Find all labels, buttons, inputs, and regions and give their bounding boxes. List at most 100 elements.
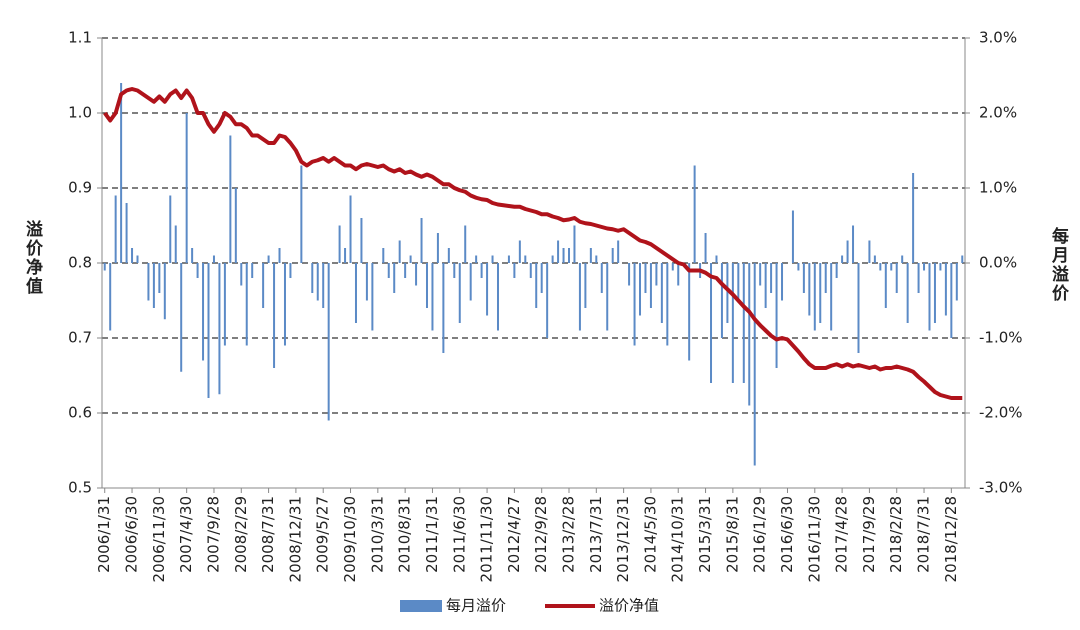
bar bbox=[387, 263, 390, 278]
bar bbox=[655, 263, 658, 286]
x-tick-label: 2016/1/29 bbox=[751, 496, 769, 573]
bar bbox=[546, 263, 549, 338]
bar bbox=[852, 225, 855, 263]
bar bbox=[278, 248, 281, 263]
bar bbox=[486, 263, 489, 316]
bar bbox=[873, 255, 876, 263]
x-tick-label: 2014/5/30 bbox=[641, 496, 659, 573]
bar bbox=[846, 240, 849, 263]
bar bbox=[524, 255, 527, 263]
bar bbox=[868, 240, 871, 263]
bar bbox=[748, 263, 751, 406]
bar bbox=[901, 255, 904, 263]
y-tick-label: 0.6 bbox=[68, 404, 92, 422]
bar bbox=[185, 113, 188, 263]
bar bbox=[928, 263, 931, 331]
bar bbox=[207, 263, 210, 398]
bar bbox=[830, 263, 833, 331]
bar bbox=[420, 218, 423, 263]
bar bbox=[731, 263, 734, 383]
bar bbox=[180, 263, 183, 372]
y-tick-label: 1.0 bbox=[68, 104, 92, 122]
x-tick-label: 2007/4/30 bbox=[177, 496, 195, 573]
bar bbox=[360, 218, 363, 263]
x-tick-label: 2006/1/31 bbox=[95, 496, 113, 573]
bar bbox=[513, 263, 516, 278]
y-tick-label: 0.5 bbox=[68, 479, 92, 497]
bar bbox=[114, 195, 117, 263]
y-tick-label: 0.7 bbox=[68, 329, 92, 347]
bar bbox=[447, 248, 450, 263]
y2-tick-label: 0.0% bbox=[979, 254, 1017, 272]
bar bbox=[633, 263, 636, 346]
bar bbox=[726, 263, 729, 323]
bar bbox=[131, 248, 134, 263]
legend-label: 每月溢价 bbox=[446, 597, 506, 615]
bar bbox=[715, 255, 718, 263]
bar bbox=[710, 263, 713, 383]
x-tick-label: 2011/11/30 bbox=[478, 496, 496, 582]
bar bbox=[688, 263, 691, 361]
bar bbox=[895, 263, 898, 293]
bar bbox=[409, 255, 412, 263]
bar bbox=[327, 263, 330, 421]
bar bbox=[169, 195, 172, 263]
bar bbox=[824, 263, 827, 293]
bar bbox=[917, 263, 920, 293]
bar bbox=[923, 263, 926, 271]
x-tick-label: 2016/11/30 bbox=[805, 496, 823, 582]
bar bbox=[415, 263, 418, 286]
y2-tick-label: 1.0% bbox=[979, 179, 1017, 197]
bar bbox=[191, 248, 194, 263]
bar bbox=[349, 195, 352, 263]
bar bbox=[240, 263, 243, 286]
x-tick-label: 2015/3/31 bbox=[696, 496, 714, 573]
bar bbox=[283, 263, 286, 346]
bar bbox=[770, 263, 773, 293]
bar bbox=[759, 263, 762, 286]
y2-tick-label: -2.0% bbox=[979, 404, 1023, 422]
bar bbox=[961, 255, 964, 263]
bar bbox=[704, 233, 707, 263]
bar bbox=[404, 263, 407, 278]
bar bbox=[753, 263, 756, 466]
bar bbox=[365, 263, 368, 301]
bar bbox=[802, 263, 805, 293]
bar bbox=[245, 263, 248, 346]
bar bbox=[562, 248, 565, 263]
bar bbox=[808, 263, 811, 316]
bar bbox=[693, 165, 696, 263]
bar bbox=[109, 263, 112, 331]
bar bbox=[507, 255, 510, 263]
bar bbox=[639, 263, 642, 316]
bar bbox=[371, 263, 374, 331]
bar bbox=[136, 255, 139, 263]
bar bbox=[584, 263, 587, 308]
x-tick-label: 2011/6/30 bbox=[450, 496, 468, 573]
bar bbox=[398, 240, 401, 263]
bar bbox=[649, 263, 652, 308]
bar bbox=[677, 263, 680, 286]
x-tick-label: 2017/9/29 bbox=[860, 496, 878, 573]
bar bbox=[813, 263, 816, 331]
bar bbox=[518, 240, 521, 263]
y2-tick-label: -1.0% bbox=[979, 329, 1023, 347]
x-tick-label: 2008/12/31 bbox=[286, 496, 304, 582]
bar bbox=[578, 263, 581, 331]
bar bbox=[289, 263, 292, 278]
x-tick-label: 2013/2/28 bbox=[560, 496, 578, 573]
bar bbox=[660, 263, 663, 323]
bar bbox=[884, 263, 887, 308]
bar bbox=[644, 263, 647, 293]
bar bbox=[196, 263, 199, 278]
x-tick-label: 2010/8/31 bbox=[396, 496, 414, 573]
x-tick-label: 2017/4/28 bbox=[833, 496, 851, 573]
bar bbox=[841, 255, 844, 263]
bar bbox=[890, 263, 893, 271]
bar bbox=[775, 263, 778, 368]
x-tick-label: 2006/6/30 bbox=[123, 496, 141, 573]
bar bbox=[671, 263, 674, 271]
x-tick-label: 2018/12/28 bbox=[942, 496, 960, 582]
bar bbox=[174, 225, 177, 263]
